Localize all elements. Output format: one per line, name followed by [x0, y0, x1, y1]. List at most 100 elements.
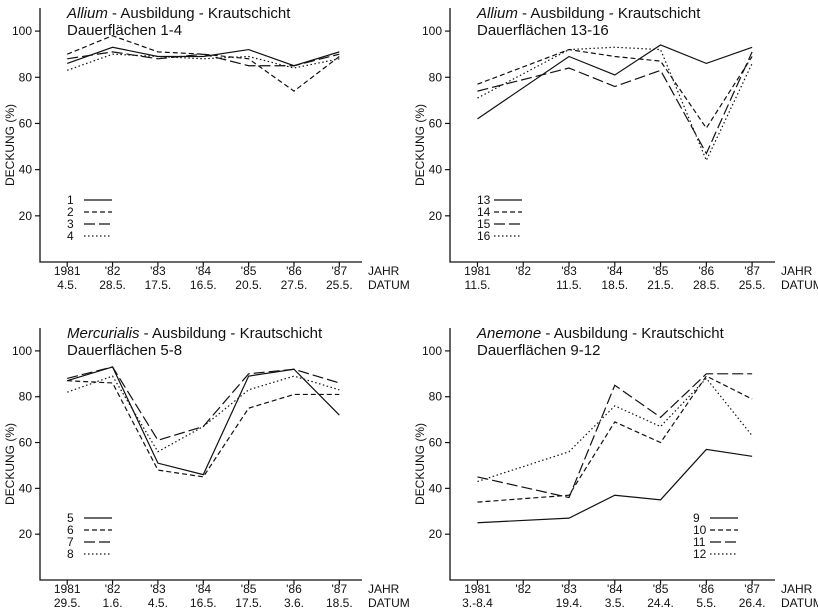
x-axis-label-2: DATUM: [368, 596, 410, 610]
legend-label: 4: [67, 229, 74, 243]
x-tick-label: '83: [150, 264, 166, 278]
title-species: Anemone: [476, 325, 541, 342]
series-line: [67, 53, 340, 71]
series-line: [477, 44, 753, 120]
chart-title: Anemone - Ausbildung - Krautschicht: [476, 325, 725, 342]
chart-title: Mercurialis - Ausbildung - Krautschicht: [67, 325, 323, 342]
legend-label: 5: [67, 511, 74, 525]
chart-title: Allium - Ausbildung - Krautschicht: [476, 5, 701, 22]
y-tick-label: 80: [429, 70, 443, 84]
x-axis-label: JAHR: [781, 582, 813, 596]
date-label: 18.5.: [326, 596, 353, 610]
date-label: 25.5.: [326, 278, 353, 292]
legend-label: 16: [477, 229, 491, 243]
date-label: 5.5.: [696, 596, 716, 610]
x-axis-label-2: DATUM: [781, 278, 818, 292]
y-tick-label: 40: [429, 163, 443, 177]
date-label: 26.4.: [739, 596, 766, 610]
date-label: 29.5.: [54, 596, 81, 610]
axis: [39, 8, 362, 263]
axis: [39, 328, 362, 581]
y-tick-label: 100: [422, 24, 442, 38]
date-label: 21.5.: [647, 278, 674, 292]
x-tick-label: '86: [286, 264, 302, 278]
legend-label: 8: [67, 547, 74, 561]
legend-label: 15: [477, 217, 491, 231]
y-tick-label: 60: [19, 116, 33, 130]
x-tick-label: '85: [653, 264, 669, 278]
date-label: 4.5.: [148, 596, 168, 610]
x-tick-label: '85: [241, 264, 257, 278]
chart-subtitle: Dauerflächen 9-12: [477, 342, 600, 359]
x-tick-label: '84: [607, 264, 623, 278]
chart-subtitle: Dauerflächen 5-8: [67, 342, 182, 359]
date-label: 11.5.: [556, 278, 582, 292]
y-tick-label: 20: [19, 527, 33, 541]
series-line: [477, 46, 753, 162]
x-tick-label: '86: [699, 582, 715, 596]
x-tick-label: '84: [195, 264, 211, 278]
series-line: [67, 375, 340, 453]
date-label: 1.6.: [103, 596, 123, 610]
y-axis-label: DECKUNG (%): [413, 104, 427, 186]
date-label: 19.4.: [556, 596, 583, 610]
chart-subtitle: Dauerflächen 13-16: [477, 22, 609, 39]
legend-label: 1: [67, 193, 74, 207]
title-rest: - Ausbildung - Krautschicht: [518, 5, 701, 22]
x-axis-label: JAHR: [781, 264, 813, 278]
axis: [449, 8, 775, 263]
y-tick-label: 80: [19, 70, 33, 84]
date-label: 27.5.: [281, 278, 308, 292]
x-tick-label: '87: [332, 582, 348, 596]
date-label: 28.5.: [693, 278, 720, 292]
x-tick-label: 1981: [464, 264, 491, 278]
date-label: 11.5.: [465, 278, 491, 292]
series-line: [477, 48, 753, 130]
y-tick-label: 100: [12, 24, 32, 38]
chart-subtitle: Dauerflächen 1-4: [67, 22, 182, 39]
legend-label: 14: [477, 205, 491, 219]
title-rest: - Ausbildung - Krautschicht: [541, 325, 724, 342]
series-line: [477, 373, 753, 499]
y-tick-label: 60: [429, 436, 443, 450]
title-rest: - Ausbildung - Krautschicht: [140, 325, 323, 342]
date-label: 3.6.: [284, 596, 304, 610]
series-line: [477, 448, 753, 524]
series-line: [67, 46, 340, 67]
x-tick-label: '83: [561, 264, 577, 278]
x-tick-label: '84: [195, 582, 211, 596]
date-label: 28.5.: [99, 278, 126, 292]
y-tick-label: 60: [19, 436, 33, 450]
legend-label: 7: [67, 535, 74, 549]
y-axis-label: DECKUNG (%): [413, 423, 427, 505]
title-species: Mercurialis: [67, 325, 140, 342]
title-rest: - Ausbildung - Krautschicht: [108, 5, 291, 22]
y-tick-label: 100: [12, 344, 32, 358]
y-tick-label: 60: [429, 116, 443, 130]
x-tick-label: 1981: [464, 582, 491, 596]
panel: 20406080100198111.5.'82'8311.5.'8418.5.'…: [413, 5, 818, 292]
x-tick-label: 1981: [54, 582, 81, 596]
series-line: [66, 35, 340, 92]
title-species: Allium: [476, 5, 518, 22]
x-tick-label: 1981: [54, 264, 81, 278]
y-tick-label: 40: [429, 481, 443, 495]
date-label: 18.5.: [601, 278, 628, 292]
x-axis-label-2: DATUM: [368, 278, 410, 292]
legend-label: 13: [477, 193, 491, 207]
x-tick-label: '83: [561, 582, 577, 596]
series-line: [67, 366, 340, 441]
legend-label: 9: [693, 511, 700, 525]
date-label: 17.5.: [235, 596, 262, 610]
x-tick-label: '82: [105, 264, 121, 278]
axis: [449, 328, 775, 581]
legend-label: 3: [67, 217, 74, 231]
y-axis-label: DECKUNG (%): [3, 423, 17, 505]
x-tick-label: '85: [653, 582, 669, 596]
legend-label: 6: [67, 523, 74, 537]
series-line: [477, 51, 753, 155]
